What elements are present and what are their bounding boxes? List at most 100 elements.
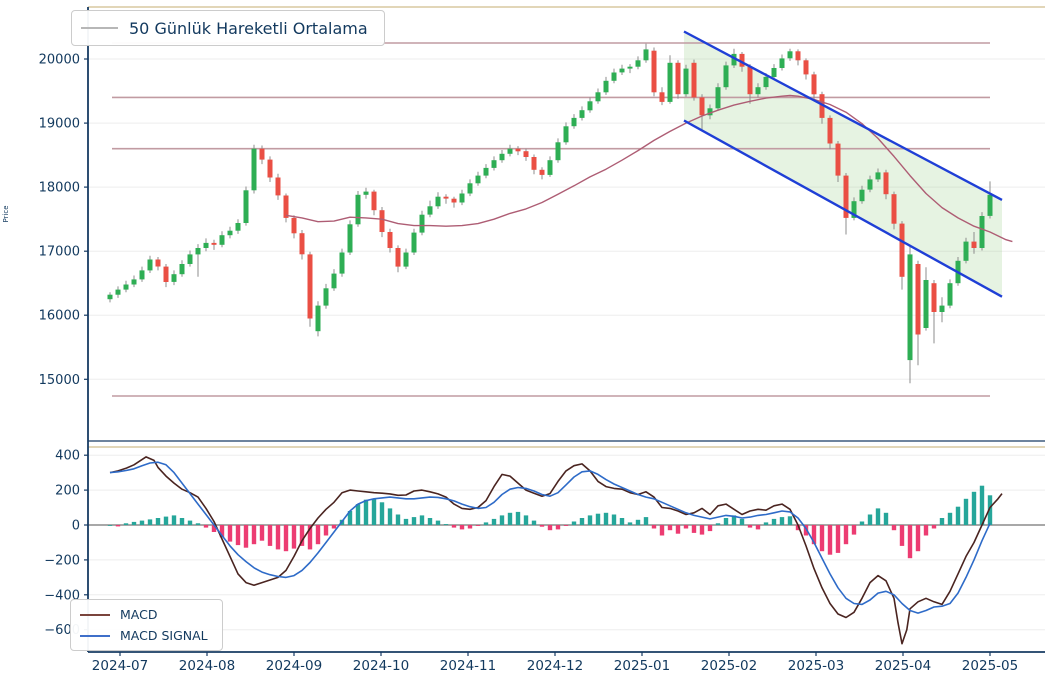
macd-legend: MACD MACD SIGNAL [70, 599, 223, 651]
macd-hist-bar-positive [171, 515, 177, 525]
macd-hist-bar-positive [723, 518, 729, 525]
macd-hist-bar-positive [427, 518, 433, 525]
macd-hist-bar-positive [499, 515, 505, 525]
macd-ytick-label: −200 [44, 553, 80, 568]
candle-down [371, 191, 377, 211]
candle-up [315, 305, 321, 332]
candle-down [739, 53, 745, 67]
candle-up [331, 273, 337, 289]
macd-hist-bar-negative [235, 525, 241, 546]
candle-up [939, 305, 945, 312]
candle-down [451, 198, 457, 203]
macd-hist-bar-positive [611, 514, 617, 525]
macd-hist-bar-positive [619, 518, 625, 525]
candle-down [299, 233, 305, 255]
candle-up [875, 172, 881, 180]
macd-hist-bar-negative [259, 525, 265, 541]
macd-hist-bar-negative [275, 525, 281, 550]
macd-hist-bar-negative [747, 525, 753, 528]
candle-up [723, 65, 729, 88]
macd-legend-row: MACD [80, 607, 157, 622]
xtick-label: 2024-07 [92, 658, 148, 674]
candle-up [219, 235, 225, 245]
macd-line [109, 456, 1003, 645]
macd-hist-bar-positive [491, 518, 497, 525]
macd-hist-bar-positive [123, 523, 129, 525]
macd-hist-bar-negative [203, 525, 209, 528]
candle-up [139, 270, 145, 280]
candle-up [755, 87, 761, 95]
macd-hist-bar-negative [811, 525, 817, 545]
candle-down [651, 50, 657, 93]
candle-down [307, 254, 313, 319]
macd-hist-bar-negative [691, 525, 697, 533]
macd-hist-bar-positive [603, 512, 609, 525]
macd-hist-bar-negative [699, 525, 705, 535]
candle-down [523, 151, 529, 157]
macd-hist-bar-negative [115, 525, 121, 527]
candle-down [883, 172, 889, 195]
trend-channel-fill [684, 31, 1002, 297]
macd-hist-bar-positive [379, 502, 385, 525]
candle-down [843, 175, 849, 218]
candle-up [459, 193, 465, 203]
candle-up [683, 68, 689, 95]
macd-hist-bar-positive [371, 498, 377, 525]
candle-up [507, 148, 513, 154]
candle-down [971, 241, 977, 248]
macd-hist-bar-negative [795, 525, 801, 531]
price-ytick-label: 17000 [39, 245, 80, 260]
candle-down [899, 223, 905, 277]
macd-hist-bar-positive [363, 499, 369, 525]
candle-up [907, 254, 913, 361]
xtick-label: 2025-05 [962, 658, 1018, 674]
candle-up [627, 66, 633, 69]
macd-hist-bar-negative [291, 525, 297, 549]
macd-hist-bar-negative [651, 525, 657, 529]
candle-up [243, 190, 249, 223]
macd-hist-bar-positive [139, 520, 145, 525]
candle-down [747, 66, 753, 95]
macd-hist-bar-positive [443, 524, 449, 525]
candle-up [763, 76, 769, 88]
candle-down [803, 60, 809, 75]
macd-hist-bar-negative [907, 525, 913, 559]
candle-up [339, 252, 345, 274]
candle-up [483, 167, 489, 176]
price-ytick-label: 15000 [39, 373, 80, 388]
macd-hist-bar-positive [731, 515, 737, 525]
macd-ytick-label: 200 [55, 484, 80, 499]
candle-down [811, 74, 817, 95]
candle-down [691, 62, 697, 98]
macd-legend-label: MACD [120, 607, 158, 622]
macd-signal-line [109, 461, 991, 614]
candle-up [779, 58, 785, 68]
macd-hist-bar-positive [771, 518, 777, 525]
candle-up [611, 72, 617, 81]
price-ytick-label: 20000 [39, 53, 80, 68]
macd-hist-bar-positive [763, 522, 769, 525]
candle-up [107, 294, 113, 300]
candle-up [867, 179, 873, 190]
candle-up [731, 53, 737, 66]
candle-down [539, 169, 545, 175]
candle-up [131, 279, 137, 285]
macd-hist-bar-positive [939, 518, 945, 525]
macd-hist-bar-positive [739, 518, 745, 525]
macd-hist-bar-positive [131, 521, 137, 525]
macd-ytick-label: 0 [72, 519, 80, 534]
macd-hist-bar-negative [299, 525, 305, 546]
trend-channel-lower-line [683, 119, 1003, 298]
candle-up [347, 224, 353, 253]
candle-up [235, 223, 241, 231]
price-ytick-label: 16000 [39, 309, 80, 324]
macd-hist-bar-positive [107, 525, 113, 526]
ma50-legend: 50 Günlük Hareketli Ortalama [71, 10, 385, 46]
candle-up [851, 201, 857, 218]
candle-up [979, 216, 985, 248]
macd-legend-line [80, 613, 110, 616]
candle-up [499, 153, 505, 161]
macd-hist-bar-positive [411, 517, 417, 525]
